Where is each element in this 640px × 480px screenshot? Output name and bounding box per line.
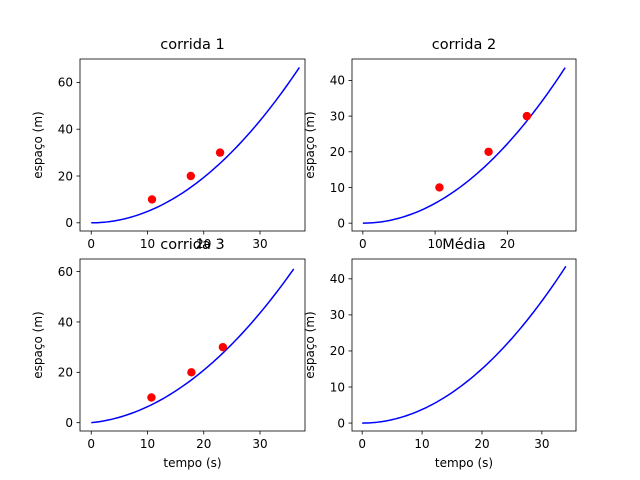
x-tick-label: 0 — [358, 437, 366, 451]
x-tick-label: 30 — [252, 237, 267, 251]
x-tick-label: 30 — [534, 437, 549, 451]
x-tick-label: 10 — [140, 237, 155, 251]
subplot-3: 0 10 20 30 0 20 40 60 corrida 3 espaço (m) tempo (… — [31, 237, 306, 470]
y-tick-label: 30 — [330, 308, 345, 322]
data-point — [435, 183, 444, 192]
x-tick-label: 10 — [414, 437, 429, 451]
x-tick-label: 20 — [474, 437, 489, 451]
series-line — [362, 67, 566, 224]
series-line — [362, 265, 567, 424]
y-tick-label: 20 — [58, 366, 73, 380]
y-tick-label: 60 — [58, 265, 73, 279]
y-tick-label: 0 — [337, 416, 345, 430]
data-point — [147, 393, 156, 402]
data-point — [484, 147, 493, 156]
x-tick-label: 10 — [140, 437, 155, 451]
y-tick-label: 10 — [330, 181, 345, 195]
x-tick-label: 20 — [196, 237, 211, 251]
series-line — [91, 268, 295, 424]
data-point — [218, 342, 228, 352]
x-tick-label: 10 — [427, 237, 442, 251]
x-tick-label: 20 — [196, 437, 211, 451]
y-tick-label: 0 — [65, 216, 73, 230]
subplot-2: 0 10 20 0 10 20 30 40 corrida 2 espaço (m) — [303, 37, 577, 251]
x-tick-label: 30 — [252, 437, 267, 451]
x-axis-label: tempo (s) — [163, 456, 221, 470]
subplot-title: corrida 2 — [432, 37, 496, 53]
axes-frame — [351, 258, 577, 432]
y-axis-label: espaço (m) — [303, 111, 317, 178]
subplot-title: Média — [442, 237, 486, 253]
x-axis-label: tempo (s) — [435, 456, 493, 470]
axes-frame — [351, 58, 577, 232]
y-tick-label: 30 — [330, 109, 345, 123]
data-point — [215, 148, 225, 157]
y-axis-label: espaço (m) — [31, 311, 45, 378]
y-tick-label: 0 — [337, 216, 345, 230]
y-tick-label: 20 — [58, 169, 73, 183]
y-tick-label: 20 — [330, 145, 345, 159]
subplot-title: corrida 3 — [160, 237, 224, 253]
y-axis-label: espaço (m) — [31, 111, 45, 178]
y-tick-label: 20 — [330, 344, 345, 358]
data-point — [147, 195, 157, 204]
y-tick-label: 60 — [58, 76, 73, 90]
y-tick-label: 40 — [330, 272, 345, 286]
y-tick-label: 0 — [65, 416, 73, 430]
y-tick-label: 10 — [330, 380, 345, 394]
x-tick-label: 0 — [87, 437, 95, 451]
series-line — [91, 67, 301, 224]
subplot-1: 0 10 20 30 0 20 40 60 corrida 1 espaço (m) — [31, 37, 306, 251]
data-point — [522, 111, 532, 121]
y-axis-label: espaço (m) — [303, 311, 317, 378]
subplot-4: 0 10 20 30 0 10 20 30 40 Média espaço (m) tempo (s) — [303, 237, 577, 470]
axes-frame — [79, 258, 306, 432]
x-tick-label: 20 — [500, 237, 515, 251]
x-tick-label: 0 — [359, 237, 367, 251]
y-tick-label: 40 — [58, 315, 73, 329]
data-point — [187, 368, 196, 377]
y-tick-label: 40 — [330, 74, 345, 88]
x-tick-label: 0 — [87, 237, 95, 251]
y-tick-label: 40 — [58, 123, 73, 137]
data-point — [186, 171, 196, 181]
axes-frame — [79, 58, 306, 232]
subplot-title: corrida 1 — [160, 37, 224, 53]
